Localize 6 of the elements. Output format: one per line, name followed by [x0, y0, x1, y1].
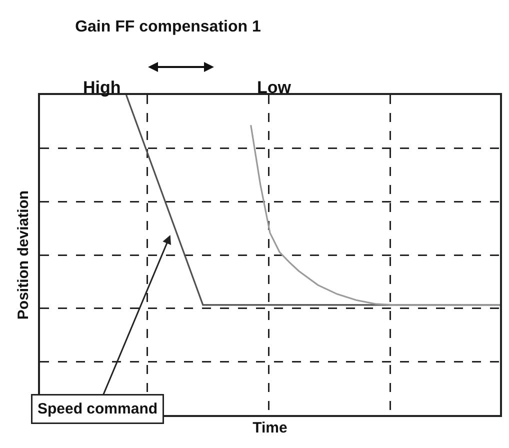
y-axis-title: Position deviation: [14, 190, 32, 320]
annotation: Low: [257, 78, 292, 97]
x-axis-title: Time: [252, 420, 288, 436]
annotation: High: [83, 78, 121, 97]
chart-title: Gain FF compensation 1: [75, 18, 261, 36]
annotation: Speed command: [38, 400, 158, 418]
